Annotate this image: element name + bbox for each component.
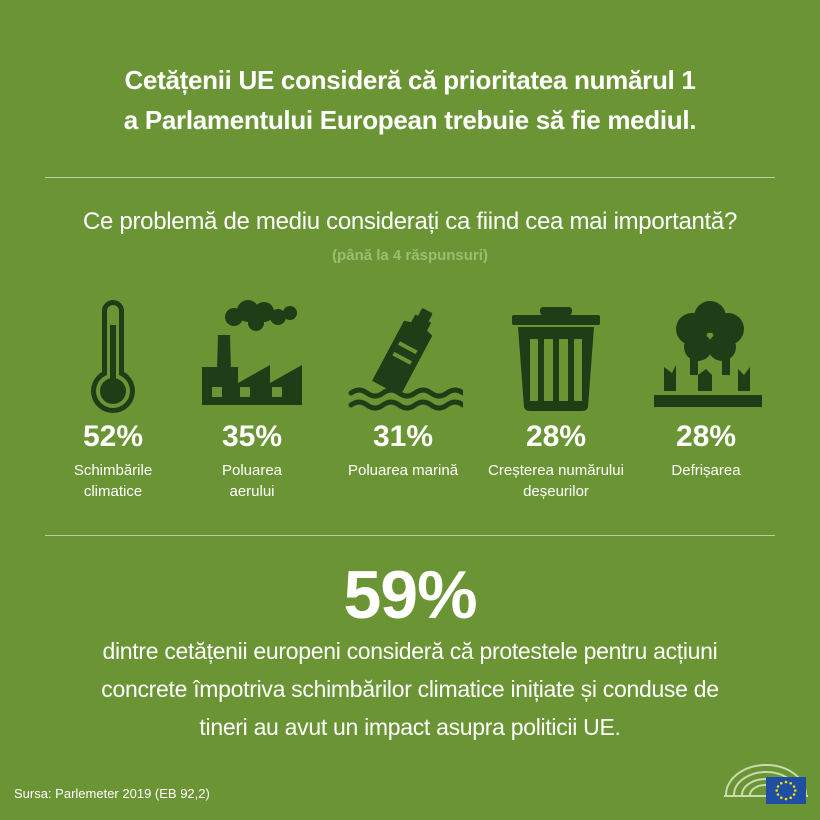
stat-4-label-line-1: Creșterea numărului [488, 462, 624, 479]
stat-2-label-line-1: Poluarea [221, 462, 283, 479]
statement-line-2: concrete împotriva schimbărilor climatic… [101, 676, 719, 702]
stat-5-label-line-1: Defrișarea [671, 462, 741, 479]
stat-1-value: 52% [82, 420, 144, 453]
question: Ce problemă de mediu considerați ca fiin… [82, 208, 738, 235]
highlight-value: 59% [343, 557, 477, 633]
stat-4-label: Creșterea numărului deșeurilor [476, 460, 636, 502]
bottle-in-water-icon [343, 295, 463, 420]
question-note: (până la 4 răspunsuri) [332, 247, 488, 264]
stat-1-label-line-2: climatice [83, 483, 143, 500]
stat-3-label: Poluarea marină [323, 460, 483, 481]
stat-1-label: Schimbările climatice [33, 460, 193, 502]
stat-3-value: 31% [372, 420, 434, 453]
stat-2-label: Poluarea aerului [172, 460, 332, 502]
stat-4-label-line-2: deșeurilor [523, 483, 589, 500]
headline-line-1: Cetățenii UE consideră că prioritatea nu… [124, 65, 696, 95]
stat-2-value: 35% [221, 420, 283, 453]
european-parliament-logo-icon [722, 755, 810, 807]
statement-line-1: dintre cetățenii europeni consideră că p… [102, 638, 718, 664]
trash-bin-icon [496, 295, 616, 420]
divider-bottom [45, 535, 775, 536]
headline-line-2: a Parlamentului European trebuie să fie … [123, 105, 697, 135]
stat-4-value: 28% [525, 420, 587, 453]
stat-3-label-line-1: Poluarea marină [347, 462, 459, 479]
factory-icon [192, 295, 312, 420]
stat-2-label-line-2: aerului [229, 483, 275, 500]
statement-line-3: tineri au avut un impact asupra politici… [199, 714, 621, 740]
divider-top [45, 177, 775, 178]
trees-icon [646, 295, 766, 420]
stat-5-label: Defrișarea [626, 460, 786, 481]
highlight-statement: dintre cetățenii europeni consideră că p… [40, 632, 780, 746]
stat-5-value: 28% [675, 420, 737, 453]
stat-1-label-line-1: Schimbările [73, 462, 153, 479]
thermometer-icon [53, 295, 173, 420]
source-note: Sursa: Parlemeter 2019 (EB 92,2) [14, 786, 210, 801]
headline: Cetățenii UE consideră că prioritatea nu… [40, 60, 780, 140]
